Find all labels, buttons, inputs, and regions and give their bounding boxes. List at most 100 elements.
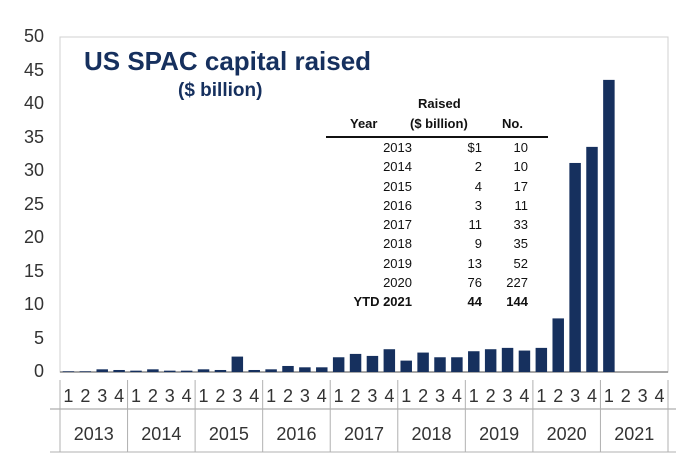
table-cell-raised: 44 (467, 294, 482, 310)
table-row: 2017 11 33 (326, 215, 548, 234)
table-cell-count: 11 (514, 197, 529, 213)
table-row: 2020 76 227 (326, 273, 548, 292)
table-cell-raised: 9 (474, 236, 482, 252)
bar (366, 355, 379, 372)
x-quarter-label: 3 (637, 386, 648, 406)
table-body: 2013 $1 10 2014 2 10 2015 4 17 2016 3 11 2017 11 33 201… (326, 138, 548, 312)
header-no: No. (502, 116, 523, 131)
bar (316, 367, 328, 372)
bar (96, 369, 108, 372)
table-cell-count: 144 (506, 294, 528, 310)
x-quarter-label: 4 (451, 386, 462, 406)
bar (282, 365, 294, 372)
table-cell-raised: 2 (474, 159, 482, 175)
bar (535, 347, 548, 372)
x-quarter-label: 3 (299, 386, 310, 406)
bar (603, 79, 615, 372)
x-quarter-label: 2 (282, 386, 293, 406)
header-raised-line1: Raised (418, 96, 461, 111)
bar (400, 360, 412, 372)
x-quarter-label: 1 (130, 386, 141, 406)
x-quarter-label: 4 (249, 386, 260, 406)
y-tick-label: 20 (23, 227, 44, 247)
x-quarter-label: 1 (266, 386, 277, 406)
bar (147, 369, 159, 372)
bar (130, 370, 142, 372)
x-quarter-label: 2 (620, 386, 631, 406)
x-year-label: 2018 (411, 424, 452, 444)
x-quarter-label: 3 (232, 386, 243, 406)
table-cell-year: 2020 (383, 275, 412, 291)
bar (434, 357, 446, 372)
x-quarter-label: 3 (502, 386, 513, 406)
table-cell-year: 2014 (383, 159, 412, 175)
x-quarter-label: 2 (215, 386, 226, 406)
x-quarter-label: 2 (350, 386, 361, 406)
x-quarter-label: 3 (97, 386, 108, 406)
table-cell-raised: 3 (474, 197, 482, 213)
bar (552, 318, 564, 372)
table-cell-count: 52 (513, 255, 528, 271)
table-row: 2013 $1 10 (326, 138, 548, 157)
bar (501, 347, 514, 372)
bar (417, 352, 429, 372)
table-cell-count: 33 (513, 217, 528, 233)
summary-table: Year Raised ($ billion) No. 2013 $1 10 2014… (326, 90, 548, 312)
bar (62, 371, 75, 372)
bar (586, 146, 598, 372)
table-row: 2016 3 11 (326, 196, 548, 215)
bar (332, 357, 345, 372)
table-cell-count: 10 (513, 159, 528, 175)
x-year-label: 2016 (276, 424, 317, 444)
x-quarter-label: 1 (63, 386, 74, 406)
x-quarter-label: 3 (570, 386, 581, 406)
bar (468, 351, 480, 372)
x-year-label: 2013 (73, 424, 114, 444)
x-quarter-label: 2 (147, 386, 158, 406)
table-cell-raised: 76 (467, 275, 482, 291)
bar (79, 371, 92, 372)
x-year-label: 2014 (141, 424, 182, 444)
x-quarter-label: 4 (519, 386, 530, 406)
y-tick-label: 45 (23, 59, 44, 80)
bar (484, 349, 497, 372)
x-quarter-label: 4 (114, 386, 125, 406)
x-year-label: 2015 (208, 424, 249, 444)
x-quarter-label: 1 (198, 386, 209, 406)
x-quarter-label: 1 (603, 386, 614, 406)
x-quarter-label: 2 (418, 386, 429, 406)
bar (518, 350, 531, 372)
x-quarter-label: 3 (367, 386, 378, 406)
table-row: 2019 13 52 (326, 254, 548, 273)
y-tick-label: 5 (33, 327, 44, 348)
table-cell-raised: 4 (474, 178, 482, 194)
bar (349, 353, 362, 372)
x-year-label: 2020 (546, 424, 587, 444)
bar (180, 370, 193, 372)
x-quarter-label: 2 (485, 386, 496, 406)
bar (383, 349, 396, 372)
bar (569, 162, 581, 372)
table-row: 2015 4 17 (326, 177, 548, 196)
table-cell-count: 17 (513, 178, 528, 194)
x-quarter-label: 1 (333, 386, 344, 406)
table-cell-count: 10 (513, 140, 528, 155)
x-quarter-label: 4 (654, 386, 665, 406)
x-quarter-label: 2 (553, 386, 564, 406)
bar (214, 369, 227, 372)
table-cell-year: 2015 (383, 178, 412, 194)
bar (451, 357, 463, 372)
x-quarter-label: 4 (316, 386, 327, 406)
header-year: Year (350, 116, 378, 131)
x-year-label: 2019 (479, 424, 520, 444)
x-year-label: 2021 (614, 424, 655, 444)
table-cell-year: 2019 (383, 255, 412, 271)
table-cell-raised: $1 (467, 140, 482, 155)
x-quarter-label: 3 (164, 386, 175, 406)
header-raised-line2: ($ billion) (410, 116, 468, 131)
x-quarter-label: 1 (468, 386, 479, 406)
y-tick-label: 10 (23, 294, 44, 314)
y-tick-label: 25 (23, 193, 44, 214)
x-quarter-label: 4 (586, 386, 597, 406)
x-quarter-label: 4 (384, 386, 395, 406)
